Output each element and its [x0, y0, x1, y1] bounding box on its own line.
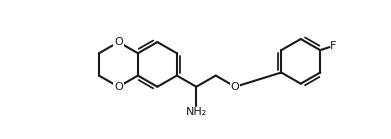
Text: O: O — [114, 82, 123, 92]
Text: F: F — [330, 41, 337, 51]
Text: O: O — [231, 82, 240, 92]
Text: NH₂: NH₂ — [186, 107, 207, 117]
Text: O: O — [114, 37, 123, 47]
